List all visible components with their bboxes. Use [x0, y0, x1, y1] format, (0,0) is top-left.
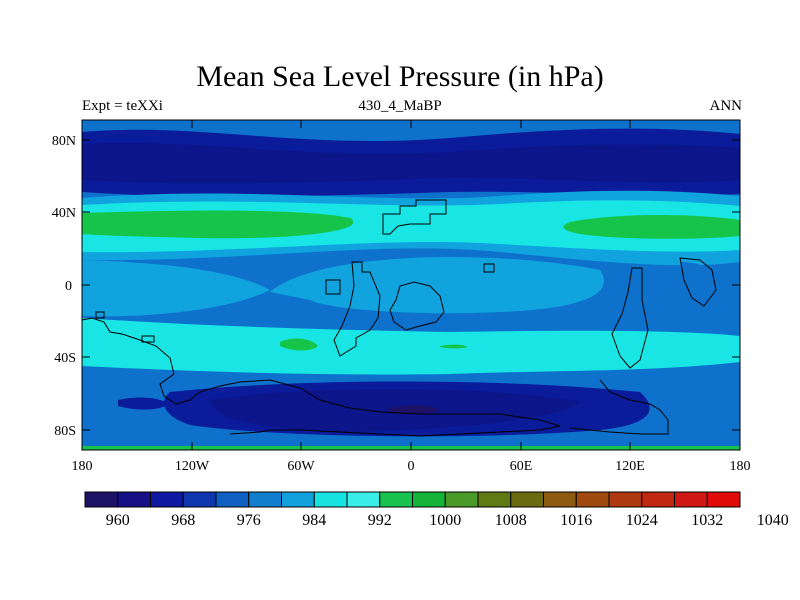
colorbar-swatch: [575, 491, 610, 508]
antarctic-coast-east: [569, 379, 669, 435]
continent-outline-far-east: [679, 257, 717, 307]
colorbar-label: 1040: [757, 512, 789, 529]
colorbar-label: 960: [106, 512, 130, 529]
lat-label-0: 0: [65, 279, 72, 294]
pressure-976-small-patch: [118, 397, 170, 410]
colorbar-label: 1032: [691, 512, 723, 529]
continent-outline-north: [382, 199, 447, 235]
colorbar-swatch: [674, 491, 708, 508]
coastlines: [81, 199, 717, 437]
pressure-992-west-equator: [82, 260, 270, 317]
pressure-1008-south-sliver: [440, 344, 468, 349]
colorbar-swatch: [706, 491, 741, 508]
continent-outline-west: [333, 261, 381, 357]
pressure-968-north-band: [82, 142, 740, 184]
pressure-field: [82, 120, 740, 450]
period-label: 430_4_MaBP: [358, 98, 442, 114]
lat-label-40N: 40N: [52, 206, 76, 221]
colorbar-label: 1016: [560, 512, 592, 529]
colorbar-label: 1024: [626, 512, 658, 529]
pressure-1008-north-atlantic: [82, 210, 354, 239]
lon-label-120E: 120E: [615, 459, 645, 474]
colorbar-swatch: [543, 491, 577, 508]
lon-label-180-right: 180: [730, 459, 751, 474]
pressure-960-core: [390, 405, 440, 414]
lon-label-0: 0: [408, 459, 415, 474]
colorbar-swatch: [346, 491, 381, 508]
pressure-992-central-equator: [270, 257, 604, 314]
pressure-1008-south-patch: [280, 338, 318, 351]
lon-label-180-left: 180: [72, 459, 93, 474]
lat-label-40S: 40S: [54, 351, 76, 366]
colorbar-swatch: [477, 491, 512, 508]
lat-label-80S: 80S: [54, 424, 76, 439]
colorbar-swatch: [281, 491, 315, 508]
continent-outline-central: [389, 281, 445, 331]
pressure-1008-north-pacific: [563, 215, 740, 239]
antarctic-coast-west: [81, 317, 561, 437]
colorbar-swatch: [608, 491, 643, 508]
colorbar-swatch: [313, 491, 348, 508]
latitude-ticks: [82, 139, 740, 431]
colorbar-swatch: [150, 491, 184, 508]
colorbar-label: 984: [302, 512, 326, 529]
island-outline-d: [95, 311, 105, 319]
colorbar-label: 992: [368, 512, 392, 529]
colorbar: [84, 491, 741, 508]
island-outline-c: [141, 335, 155, 343]
colorbar-swatch: [412, 491, 446, 508]
colorbar-swatch: [510, 491, 544, 508]
continent-outline-east: [611, 267, 649, 369]
longitude-ticks: [81, 120, 741, 450]
colorbar-label: 976: [237, 512, 261, 529]
colorbar-labels: 960 968 976 984 992 1000 1008 1016 1024 1032 1040: [106, 512, 789, 529]
colorbar-swatch: [182, 491, 217, 508]
lon-label-60E: 60E: [510, 459, 533, 474]
colorbar-label: 1000: [429, 512, 461, 529]
lon-label-60W: 60W: [287, 459, 315, 474]
colorbar-swatch: [641, 491, 675, 508]
island-outline-b: [483, 263, 495, 273]
colorbar-swatch: [84, 491, 119, 508]
colorbar-label: 968: [171, 512, 195, 529]
season-label: ANN: [709, 98, 743, 114]
map-title: Mean Sea Level Pressure (in hPa): [196, 60, 604, 93]
colorbar-swatch: [117, 491, 151, 508]
lon-label-120W: 120W: [175, 459, 210, 474]
pressure-1000-south-band: [82, 318, 740, 375]
pressure-984-west-pacific: [680, 262, 735, 321]
colorbar-swatch: [444, 491, 479, 508]
colorbar-swatch: [215, 491, 250, 508]
island-outline-a: [325, 279, 341, 295]
lat-label-80N: 80N: [52, 134, 76, 149]
colorbar-swatch: [379, 491, 413, 508]
colorbar-label: 1008: [495, 512, 527, 529]
colorbar-swatch: [248, 491, 282, 508]
experiment-label: Expt = teXXi: [82, 98, 163, 114]
